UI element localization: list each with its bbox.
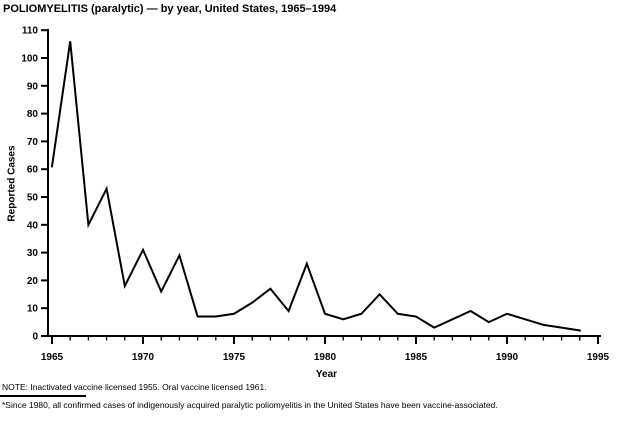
x-axis-ticks: 1965 1970 1975 1980 1985 1990 1995: [41, 337, 610, 363]
y-tick-label: 0: [32, 332, 38, 343]
data-series: [50, 41, 581, 332]
x-tick-label: 1980: [314, 352, 337, 363]
x-axis-label: Year: [315, 369, 338, 380]
y-axis-ticks: 0 10 20 30 40 50 60 70 80 90 100 110: [21, 26, 47, 343]
axis-lines: [47, 29, 601, 337]
y-tick-label: 90: [27, 81, 39, 92]
y-tick-label: 110: [22, 26, 39, 37]
y-tick-label: 50: [27, 193, 39, 204]
y-tick-label: 30: [27, 248, 39, 259]
y-tick-label: 60: [27, 165, 39, 176]
x-tick-label: 1975: [223, 352, 246, 363]
y-tick-label: 40: [27, 220, 39, 231]
note-text: NOTE: Inactivated vaccine licensed 1955.…: [2, 382, 267, 392]
x-tick-label: 1985: [405, 352, 428, 363]
x-tick-label: 1990: [496, 352, 519, 363]
axes: [47, 29, 601, 337]
data-line: [50, 41, 581, 332]
x-tick-label: 1995: [587, 352, 610, 363]
y-tick-label: 70: [27, 137, 39, 148]
footnote-separator: [0, 395, 86, 397]
footnote-text: *Since 1980, all confirmed cases of indi…: [2, 400, 498, 410]
y-tick-label: 20: [27, 276, 39, 287]
y-tick-label: 80: [27, 109, 39, 120]
y-tick-label: 10: [27, 304, 39, 315]
page-title: POLIOMYELITIS (paralytic) — by year, Uni…: [3, 3, 337, 15]
y-tick-label: 100: [21, 54, 38, 65]
x-tick-label: 1970: [132, 352, 155, 363]
x-tick-label: 1965: [41, 352, 64, 363]
